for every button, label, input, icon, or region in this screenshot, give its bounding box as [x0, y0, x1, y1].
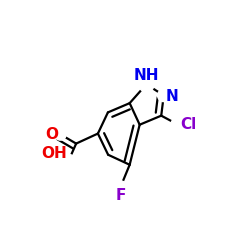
Text: O: O [46, 127, 59, 142]
Circle shape [54, 128, 66, 140]
Circle shape [60, 154, 76, 170]
Text: OH: OH [41, 146, 67, 161]
Circle shape [116, 181, 126, 192]
Circle shape [139, 76, 154, 92]
Text: N: N [166, 89, 179, 104]
Circle shape [158, 89, 170, 102]
Text: NH: NH [134, 68, 159, 83]
Text: F: F [116, 188, 126, 203]
Circle shape [171, 118, 186, 132]
Text: Cl: Cl [180, 117, 196, 132]
